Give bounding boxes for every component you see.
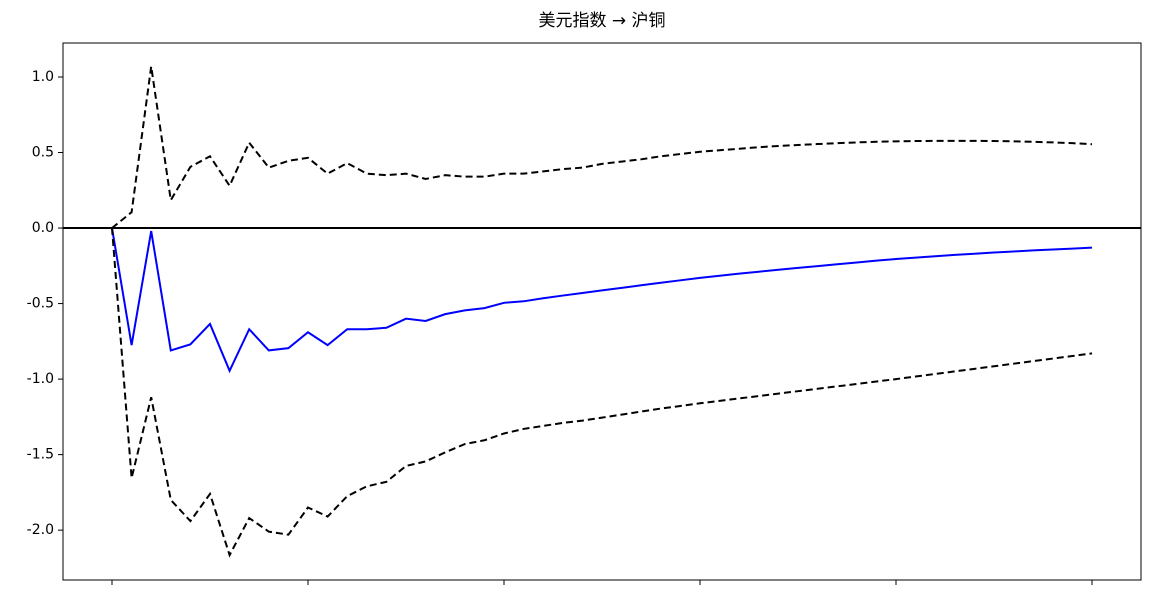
y-tick-label: 0.5 [32, 145, 54, 161]
y-tick-label: 1.0 [32, 69, 54, 85]
y-tick-label: -0.5 [27, 296, 54, 312]
chart-title: 美元指数 → 沪铜 [538, 11, 665, 31]
y-tick-label: 0.0 [32, 220, 54, 236]
series-line [111, 227, 1093, 558]
series-line [111, 227, 1093, 374]
series-line [111, 66, 1093, 229]
y-tick-label: -1.0 [27, 371, 54, 387]
y-tick-label: -1.5 [27, 447, 54, 463]
y-tick-label: -2.0 [27, 522, 54, 538]
plot-frame [62, 42, 1142, 581]
